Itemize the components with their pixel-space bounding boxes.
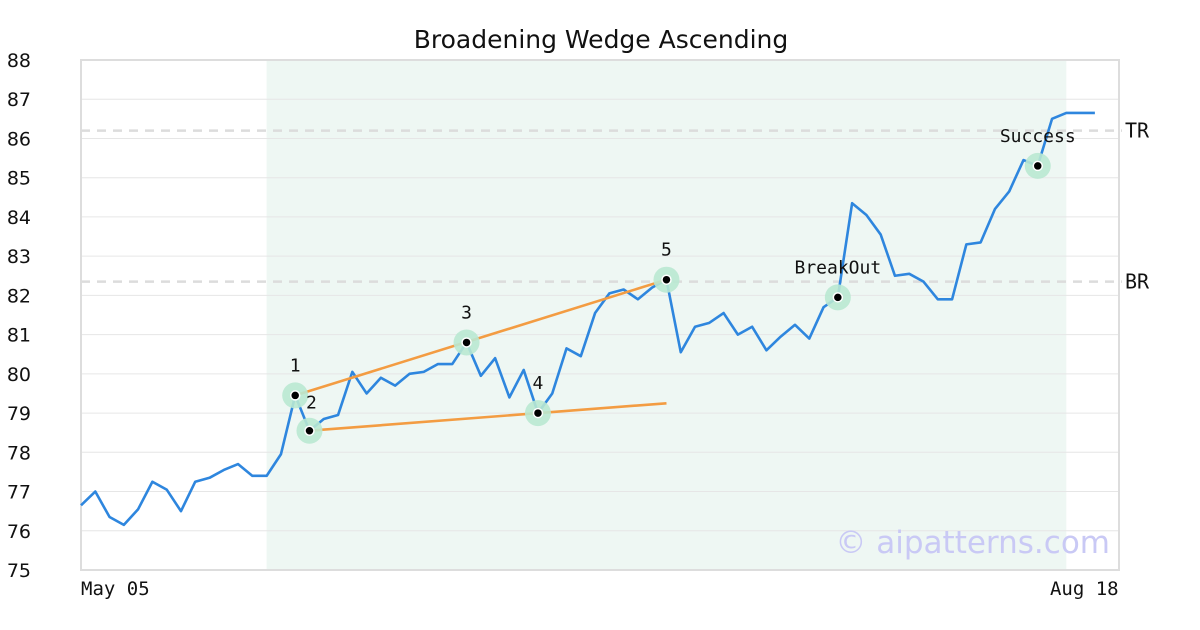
reference-label-tr: TR xyxy=(1125,119,1150,143)
y-tick-label: 82 xyxy=(7,285,31,307)
pattern-point-label: 2 xyxy=(306,393,317,414)
y-tick-label: 88 xyxy=(7,50,31,72)
price-series-line xyxy=(80,111,1095,527)
y-tick-label: 87 xyxy=(7,89,31,111)
y-tick-label: 77 xyxy=(7,482,31,504)
y-tick-label: 83 xyxy=(7,246,31,268)
chart-title: Broadening Wedge Ascending xyxy=(414,25,789,54)
y-tick-label: 80 xyxy=(7,364,31,386)
plot-frame xyxy=(80,59,1120,571)
pattern-point-marker xyxy=(832,292,844,303)
y-tick-label: 84 xyxy=(7,207,31,229)
y-tick-label: 79 xyxy=(7,403,31,425)
pattern-point-label: BreakOut xyxy=(794,257,881,278)
y-tick-label: 76 xyxy=(7,521,31,543)
pattern-point-marker xyxy=(461,337,472,348)
y-tick-label: 78 xyxy=(7,442,31,464)
pattern-point-label: Success xyxy=(1000,126,1076,147)
x-tick-label: Aug 18 xyxy=(1050,578,1119,600)
reference-label-br: BR xyxy=(1125,270,1150,294)
pattern-point-marker xyxy=(289,390,301,401)
x-tick-label: May 05 xyxy=(81,578,150,600)
y-tick-label: 75 xyxy=(7,560,31,582)
pattern-point-label: 4 xyxy=(533,373,544,394)
y-tick-label: 81 xyxy=(7,325,31,347)
y-tick-label: 86 xyxy=(7,128,31,150)
pattern-point-marker xyxy=(1032,160,1044,172)
upper-trend-line xyxy=(294,278,667,397)
pattern-point-label: 1 xyxy=(290,355,301,376)
watermark: © aipatterns.com xyxy=(835,525,1110,561)
y-tick-label: 85 xyxy=(7,168,31,190)
pattern-point-marker xyxy=(661,274,672,285)
pattern-point-label: 3 xyxy=(461,302,472,323)
pattern-highlight-band xyxy=(266,60,1067,570)
pattern-point-marker xyxy=(532,407,544,419)
pattern-point-marker xyxy=(304,425,315,436)
lower-trend-line xyxy=(309,401,667,433)
pattern-point-label: 5 xyxy=(661,240,672,261)
